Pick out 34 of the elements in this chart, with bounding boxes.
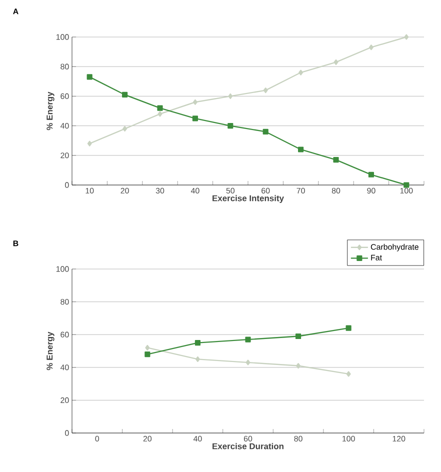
point (245, 336, 251, 342)
point (144, 351, 150, 358)
x-axis-title: Exercise Duration (212, 443, 284, 450)
point (228, 93, 233, 99)
point (262, 128, 268, 135)
point (246, 360, 250, 366)
point (333, 157, 339, 163)
point (122, 92, 128, 98)
point (87, 140, 92, 146)
x-axis-title: Exercise Intensity (212, 195, 284, 203)
point (157, 105, 163, 111)
point (346, 371, 351, 377)
point (404, 182, 410, 188)
point (192, 116, 198, 122)
point (346, 325, 352, 331)
point (298, 70, 304, 76)
point (368, 172, 374, 178)
point (296, 362, 301, 369)
point (86, 74, 92, 80)
point (122, 126, 128, 132)
point (145, 344, 150, 351)
point (263, 87, 268, 94)
point (228, 123, 234, 129)
point (368, 44, 374, 50)
point (404, 34, 409, 40)
point (298, 146, 304, 152)
point (334, 59, 338, 65)
y-axis-title: % Energy (46, 332, 54, 370)
point (194, 340, 200, 346)
point (195, 356, 200, 362)
point (295, 333, 302, 340)
point (192, 99, 198, 105)
y-axis-title: % Energy (46, 92, 54, 130)
point (158, 111, 162, 117)
